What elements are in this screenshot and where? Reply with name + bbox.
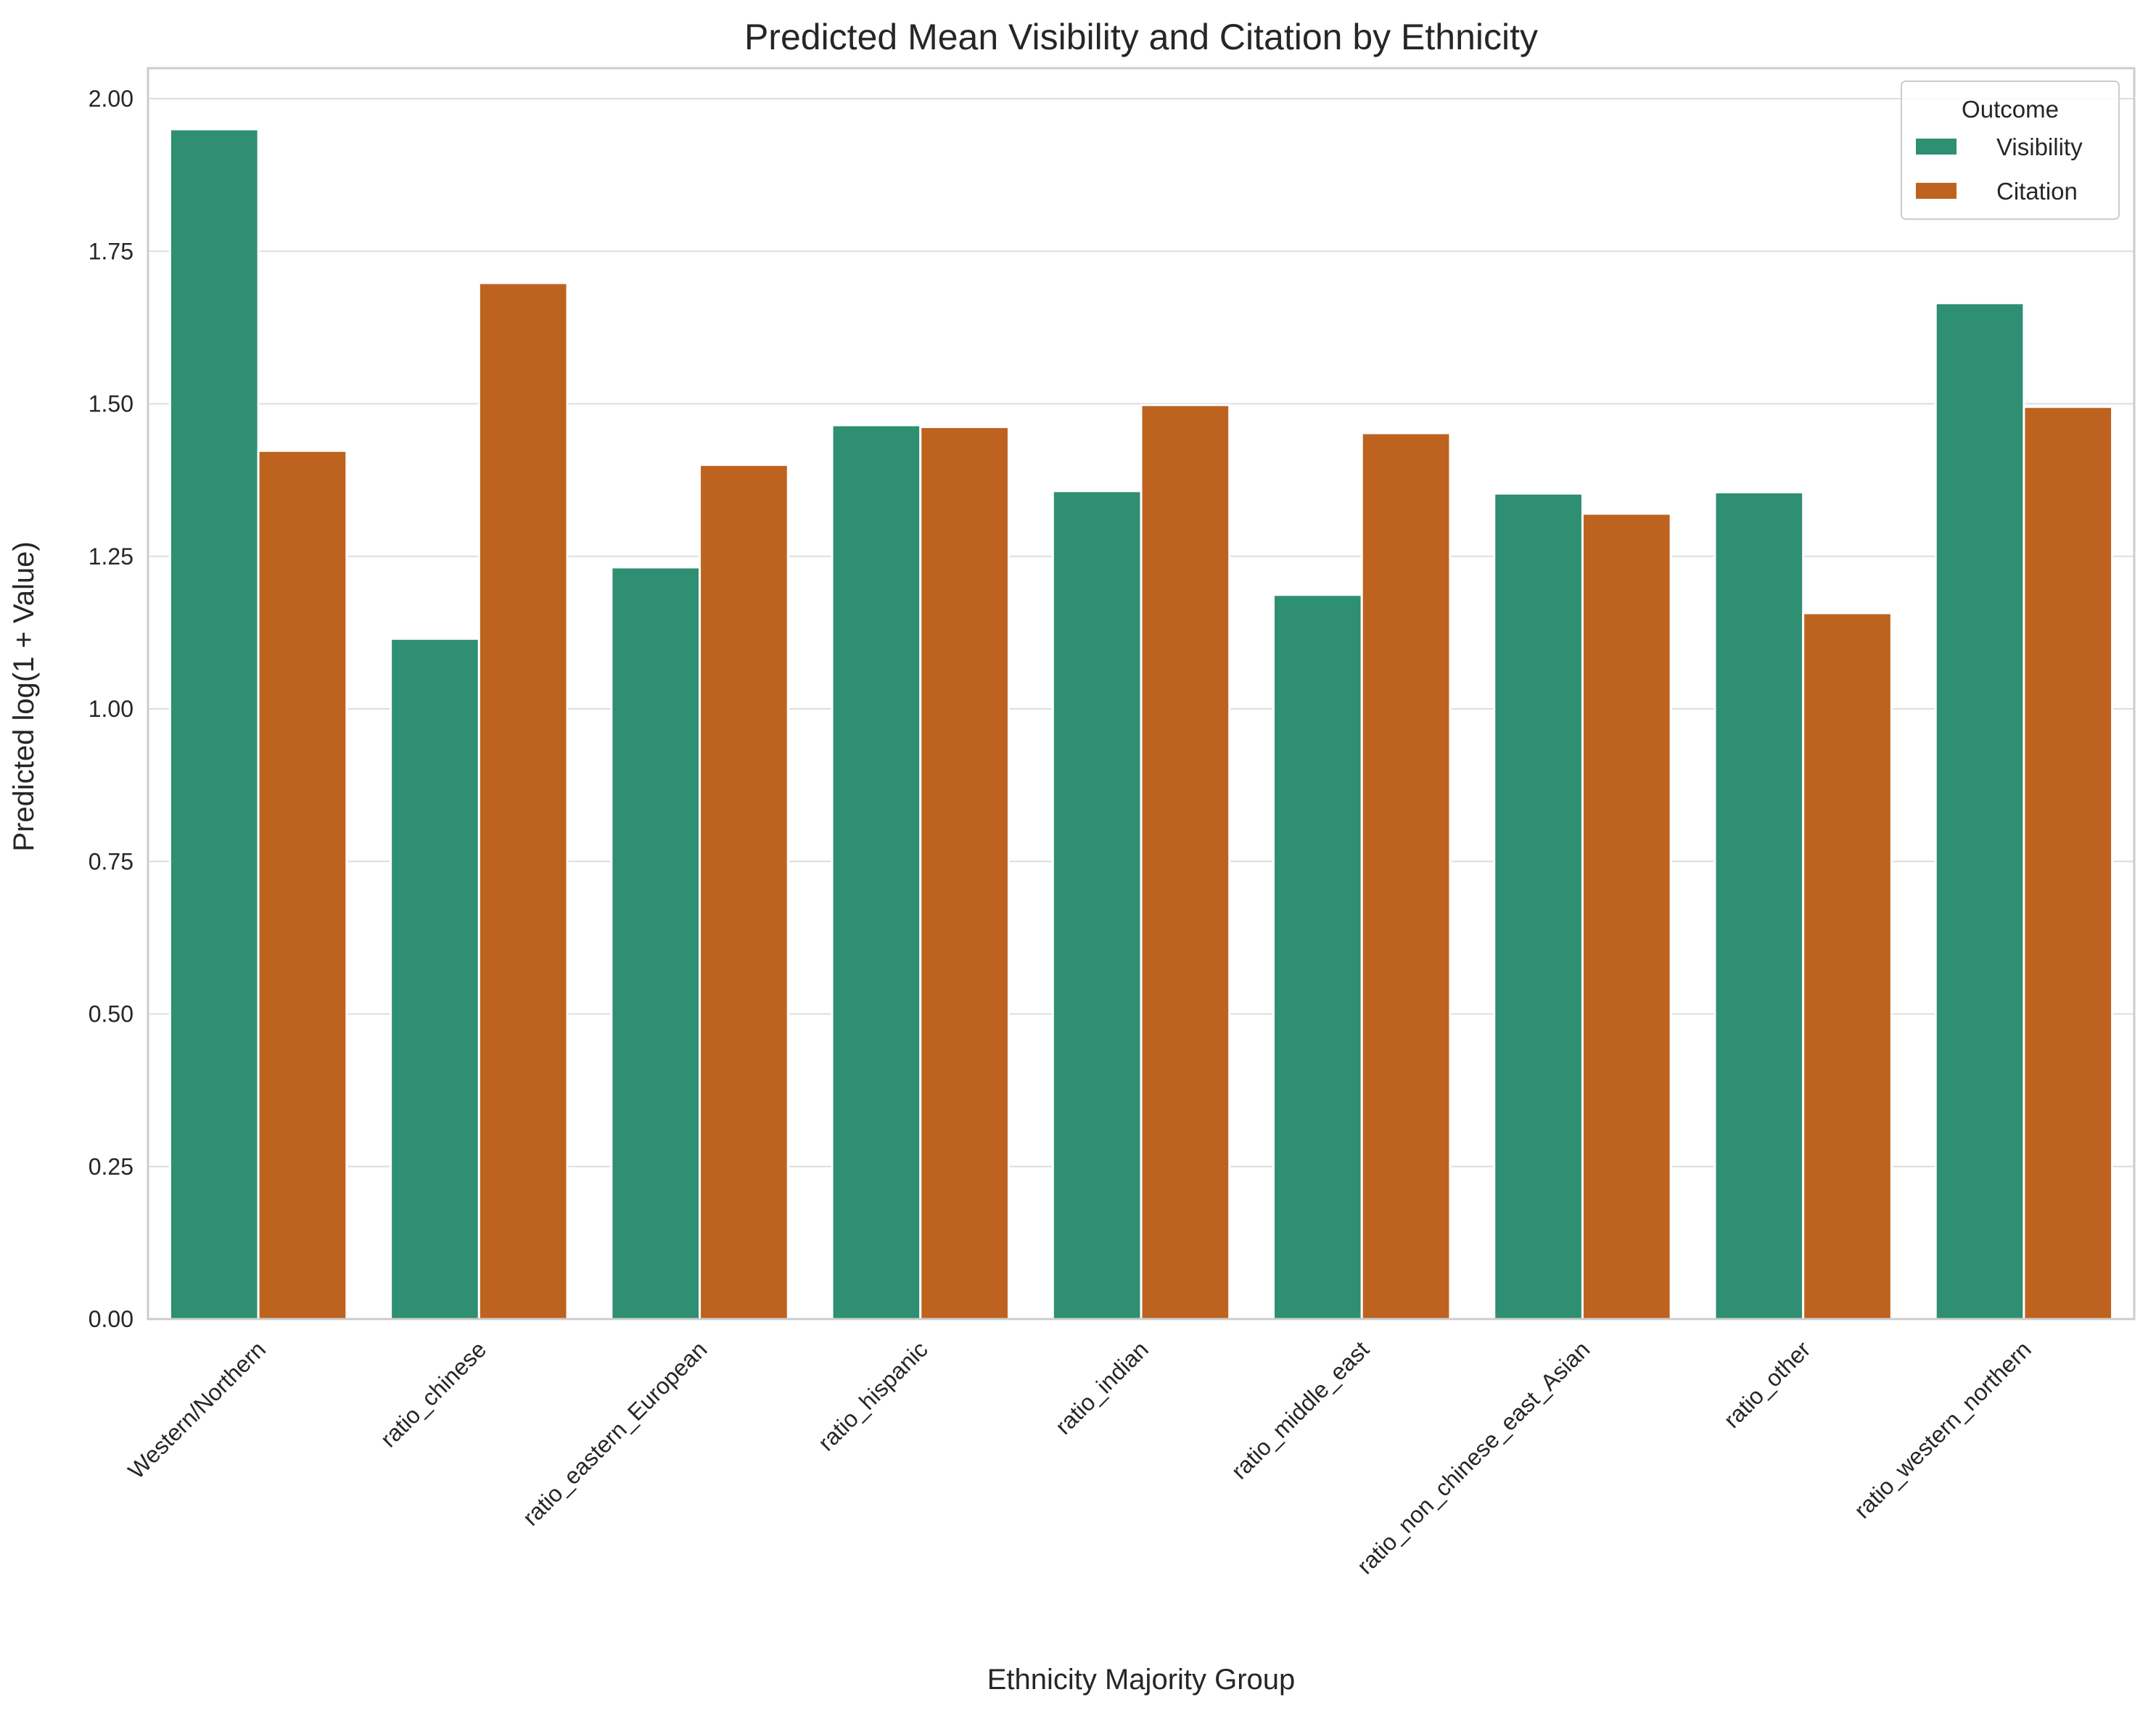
bars xyxy=(168,128,2114,1320)
y-tick-labels: 0.00 0.25 0.50 0.75 1.00 1.25 1.50 1.75 2.00 xyxy=(89,86,133,1332)
y-axis-label: Predicted log(1 + Value) xyxy=(8,541,40,851)
bar-visibility-1 xyxy=(390,637,480,1320)
x-tick-label: ratio_chinese xyxy=(375,1336,491,1452)
y-tick-label: 0.50 xyxy=(89,1001,133,1027)
bar-visibility-7 xyxy=(1713,490,1805,1320)
y-tick-label: 0.75 xyxy=(89,848,133,874)
bar-visibility-8 xyxy=(1934,302,2025,1320)
legend-label-citation: Citation xyxy=(1996,178,2078,205)
bar-citation-7 xyxy=(1802,612,1893,1320)
y-tick-label: 2.00 xyxy=(89,86,133,112)
legend: Outcome Visibility Citation xyxy=(1901,81,2120,220)
y-tick-label: 1.25 xyxy=(89,543,133,570)
bar-citation-3 xyxy=(919,425,1010,1320)
y-tick-label: 1.50 xyxy=(89,391,133,417)
x-tick-label: ratio_non_chinese_east_Asian xyxy=(1351,1336,1595,1579)
bar-visibility-2 xyxy=(610,566,701,1320)
y-tick-label: 0.25 xyxy=(89,1154,133,1180)
x-tick-label: ratio_hispanic xyxy=(813,1336,933,1455)
x-axis-label: Ethnicity Majority Group xyxy=(987,1664,1296,1696)
bar-citation-6 xyxy=(1581,512,1672,1320)
plot-frame xyxy=(147,67,2136,1320)
bar-citation-2 xyxy=(699,464,789,1320)
chart-title: Predicted Mean Visibility and Citation b… xyxy=(744,17,1538,57)
bar-visibility-3 xyxy=(831,424,922,1320)
bar-citation-4 xyxy=(1140,403,1231,1320)
y-tick-label: 1.75 xyxy=(89,238,133,264)
x-tick-label: ratio_indian xyxy=(1050,1336,1153,1439)
x-tick-label: Western/Northern xyxy=(123,1336,271,1484)
y-tick-label: 0.00 xyxy=(89,1306,133,1332)
x-tick-label: ratio_middle_east xyxy=(1226,1336,1374,1484)
bar-citation-5 xyxy=(1360,432,1452,1320)
bar-visibility-5 xyxy=(1272,593,1363,1320)
bar-visibility-0 xyxy=(168,128,260,1320)
bar-citation-0 xyxy=(257,449,348,1320)
bar-citation-8 xyxy=(2023,406,2114,1320)
legend-title: Outcome xyxy=(1962,96,2059,123)
legend-swatch-citation xyxy=(1916,183,1957,199)
x-tick-label: ratio_other xyxy=(1719,1336,1816,1433)
y-tick-label: 1.00 xyxy=(89,696,133,722)
bar-visibility-6 xyxy=(1493,492,1584,1320)
legend-label-visibility: Visibility xyxy=(1996,134,2083,160)
legend-swatch-visibility xyxy=(1916,139,1957,155)
x-tick-label: ratio_eastern_European xyxy=(517,1336,712,1530)
x-tick-labels: Western/Northern ratio_chinese ratio_easte… xyxy=(123,1336,2036,1579)
bar-visibility-4 xyxy=(1051,490,1143,1320)
bar-citation-1 xyxy=(477,282,569,1320)
x-tick-label: ratio_western_northern xyxy=(1849,1336,2036,1523)
